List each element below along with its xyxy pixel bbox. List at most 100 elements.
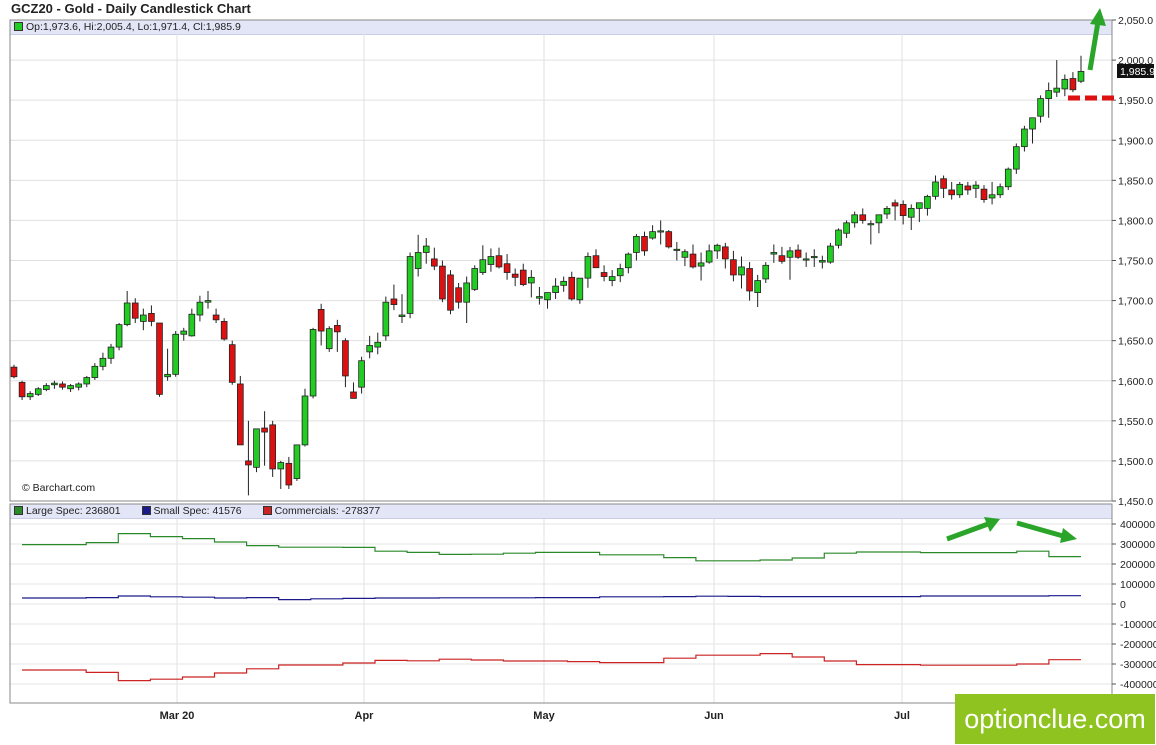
candle-body <box>495 255 503 268</box>
candle-body <box>560 280 567 286</box>
candle-body <box>261 427 268 433</box>
candle-body <box>431 258 438 267</box>
candle-body <box>253 428 260 468</box>
candle-body <box>83 377 91 385</box>
candle-body <box>689 253 697 268</box>
candle-body <box>382 301 390 337</box>
candle-body <box>600 272 608 277</box>
candle-body <box>99 357 107 367</box>
candle-body <box>1013 146 1020 170</box>
x-tick-label: Jul <box>894 710 910 722</box>
commercials-line <box>22 653 1081 682</box>
candle-body <box>196 301 204 316</box>
candle-body <box>447 274 454 311</box>
candle-body <box>916 202 923 209</box>
candle-body <box>592 255 600 269</box>
chart-title: GCZ20 - Gold - Daily Candlestick Chart <box>11 1 251 16</box>
candle-body <box>810 256 818 259</box>
candle-body <box>996 186 1004 196</box>
annotations <box>946 8 1114 543</box>
candle-body <box>325 328 333 350</box>
candle-body <box>269 424 276 470</box>
y-tick-label: -300000 <box>1120 659 1156 671</box>
candle-body <box>625 253 632 269</box>
candle-body <box>875 214 883 224</box>
candle-body <box>374 341 382 348</box>
legend-commercials: Commercials: -278377 <box>274 505 381 517</box>
candle-body <box>1045 90 1052 99</box>
candle-body <box>228 344 236 383</box>
candle-body <box>843 222 850 234</box>
y-tick-label: 1,800.0 <box>1118 215 1153 227</box>
candle-body <box>835 229 842 246</box>
candle-body <box>802 258 810 261</box>
candle-body <box>924 195 931 209</box>
candle-body <box>576 277 584 301</box>
candle-body <box>899 203 907 217</box>
candle-body <box>390 298 398 305</box>
y-tick-label: 300000 <box>1120 539 1155 551</box>
ohlc-readout: Op:1,973.6, Hi:2,005.4, Lo:1,971.4, Cl:1… <box>26 21 241 33</box>
candle-body <box>657 230 664 233</box>
candle-body <box>713 244 721 252</box>
up-arrow-icon <box>1087 8 1106 71</box>
y-tick-label: 100000 <box>1120 579 1155 591</box>
x-tick-label: Apr <box>355 710 375 722</box>
candle-body <box>1077 70 1085 82</box>
candle-body <box>633 236 640 253</box>
candle-body <box>786 250 794 258</box>
candle-body <box>536 296 543 299</box>
y-tick-label: -400000 <box>1120 679 1156 691</box>
candle-body <box>980 188 988 200</box>
candle-body <box>91 365 99 378</box>
x-tick-label: Jun <box>704 710 724 722</box>
candle-body <box>285 462 293 486</box>
candle-body <box>851 214 858 224</box>
candle-body <box>317 309 325 332</box>
optionclue-logo: optionclue.com <box>955 694 1155 744</box>
candle-body <box>568 276 576 300</box>
cot-panel-header: Large Spec: 236801 Small Spec: 41576 Com… <box>10 504 1112 519</box>
candle-body <box>204 300 212 303</box>
candle-body <box>730 259 737 276</box>
candle-body <box>932 181 939 197</box>
y-tick-label: 1,650.0 <box>1118 336 1153 348</box>
candle-body <box>867 223 875 226</box>
candle-body <box>746 268 753 292</box>
candle-body <box>422 245 430 253</box>
candle-body <box>738 266 745 276</box>
candle-body <box>67 385 74 390</box>
candle-body <box>891 202 899 207</box>
candle-body <box>156 322 163 395</box>
candle-body <box>1029 117 1036 130</box>
small-spec-line <box>22 595 1081 601</box>
candle-body <box>754 280 761 293</box>
candle-body <box>309 329 317 397</box>
copyright-text: © Barchart.com <box>22 482 96 494</box>
candle-body <box>940 178 947 189</box>
y-tick-label: -200000 <box>1120 639 1156 651</box>
candle-body <box>1037 98 1044 117</box>
candle-body <box>827 245 834 263</box>
candle-body <box>212 314 220 321</box>
candle-body <box>479 259 487 273</box>
grid-lines <box>10 19 1112 703</box>
x-tick-label: May <box>533 710 555 722</box>
candle-body <box>75 383 82 388</box>
rising-arrow-icon <box>946 517 1000 542</box>
candle-body <box>164 373 171 378</box>
candle-body <box>948 189 955 196</box>
ohlc-swatch <box>14 22 23 31</box>
candle-body <box>123 302 131 326</box>
y-tick-label: 400000 <box>1120 519 1155 531</box>
candle-body <box>1053 87 1061 93</box>
candle-body <box>10 366 18 378</box>
candle-body <box>43 385 50 390</box>
candle-body <box>1004 168 1012 188</box>
large-spec-line <box>22 533 1081 562</box>
candle-body <box>366 345 373 353</box>
candle-body <box>778 255 786 262</box>
y-tick-label: 0 <box>1120 599 1126 611</box>
candle-body <box>673 248 681 251</box>
